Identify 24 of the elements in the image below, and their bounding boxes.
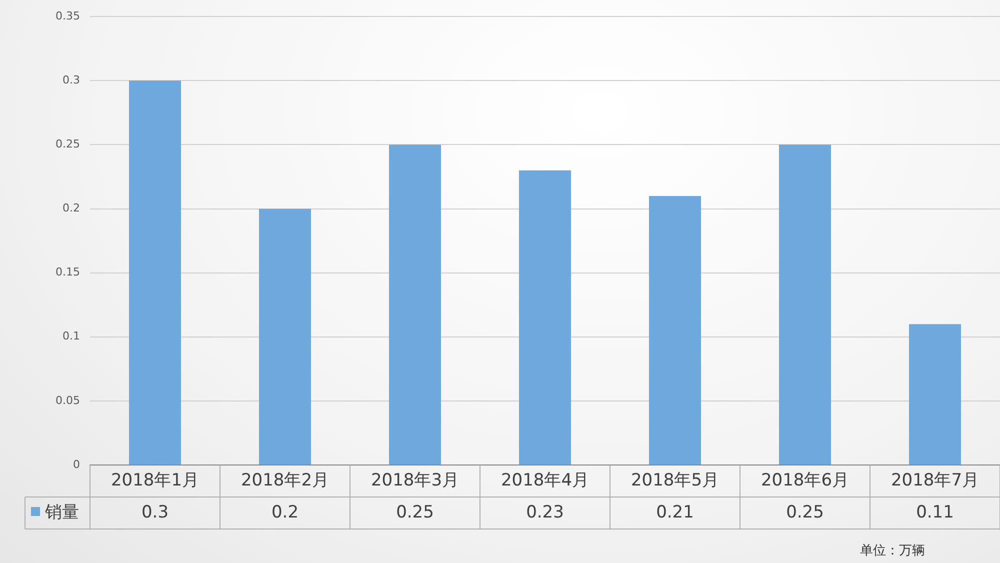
x-tick-label: 2018年1月 xyxy=(110,470,200,490)
y-tick-label: 0.1 xyxy=(62,330,80,343)
y-tick-label: 0.35 xyxy=(56,9,80,22)
y-tick-label: 0.25 xyxy=(56,138,80,151)
x-tick-label: 2018年3月 xyxy=(370,470,460,490)
y-tick-label: 0.15 xyxy=(56,266,80,279)
y-tick-label: 0.2 xyxy=(62,202,80,215)
data-label: 0.25 xyxy=(786,502,824,522)
x-tick-label: 2018年4月 xyxy=(500,470,590,490)
x-tick-label: 2018年2月 xyxy=(240,470,330,490)
x-tick-label: 2018年6月 xyxy=(760,470,850,490)
legend-label: 销量 xyxy=(44,502,79,522)
x-tick-label: 2018年5月 xyxy=(630,470,720,490)
data-label: 0.21 xyxy=(656,502,694,522)
data-label: 0.2 xyxy=(271,502,299,522)
y-tick-label: 0.3 xyxy=(62,74,80,87)
text: 单位：万辆 xyxy=(860,543,925,558)
data-label: 0.3 xyxy=(141,502,169,522)
x-tick-label: 2018年7月 xyxy=(890,470,980,490)
data-label: 0.25 xyxy=(396,502,434,522)
y-tick-label: 0 xyxy=(73,458,80,471)
data-label: 0.23 xyxy=(526,502,564,522)
data-label: 0.11 xyxy=(916,502,954,522)
y-tick-label: 0.05 xyxy=(56,394,80,407)
